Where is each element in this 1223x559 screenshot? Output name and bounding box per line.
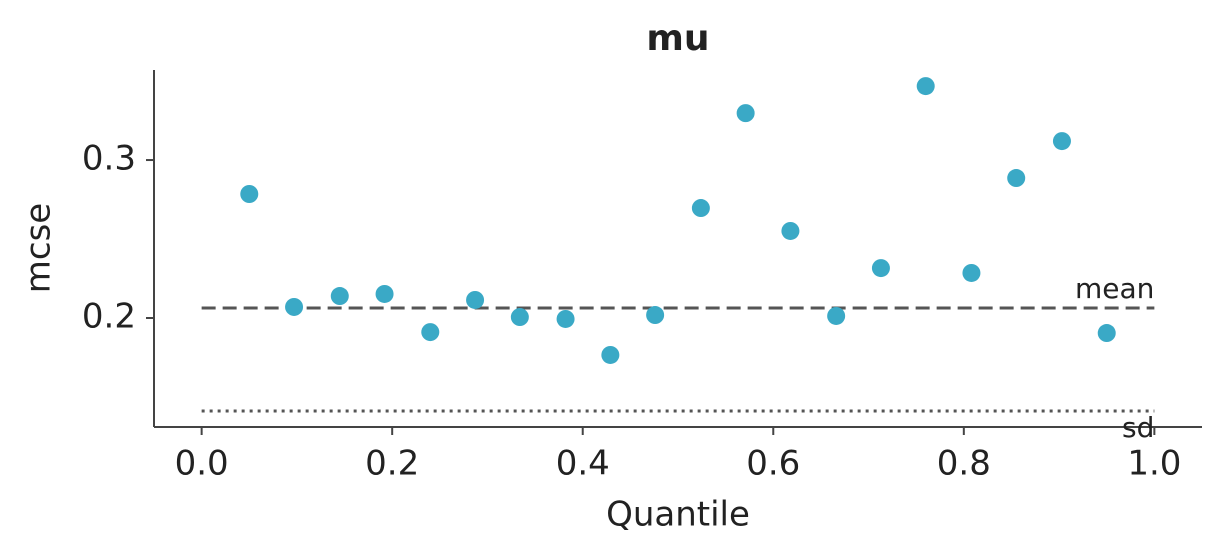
point xyxy=(871,259,890,278)
point xyxy=(240,185,259,204)
point xyxy=(1052,132,1071,151)
point xyxy=(1007,169,1026,188)
point xyxy=(510,308,529,327)
point xyxy=(285,297,304,316)
point xyxy=(781,221,800,240)
x-tick-label: 0.2 xyxy=(365,444,419,484)
point xyxy=(601,345,620,364)
reference-line-label: sd xyxy=(1122,411,1154,444)
point xyxy=(962,263,981,282)
x-axis-label: Quantile xyxy=(606,495,750,535)
point xyxy=(827,306,846,325)
point xyxy=(646,306,665,325)
x-tick-label: 1.0 xyxy=(1127,444,1181,484)
point xyxy=(375,284,394,303)
y-tick-label: 0.3 xyxy=(82,139,136,179)
point xyxy=(330,287,349,306)
point xyxy=(691,199,710,218)
y-axis-label: mcse xyxy=(19,203,59,293)
point xyxy=(1097,324,1116,343)
reference-line-label: mean xyxy=(1075,272,1154,305)
y-tick-label: 0.2 xyxy=(82,297,136,337)
x-tick-label: 0.4 xyxy=(556,444,610,484)
point xyxy=(421,323,440,342)
point xyxy=(916,77,935,96)
x-tick-label: 0.6 xyxy=(746,444,800,484)
point xyxy=(556,309,575,328)
chart-title: mu xyxy=(646,18,709,59)
point xyxy=(736,104,755,123)
x-tick-label: 0.0 xyxy=(175,444,229,484)
point xyxy=(466,290,485,309)
x-tick-label: 0.8 xyxy=(937,444,991,484)
